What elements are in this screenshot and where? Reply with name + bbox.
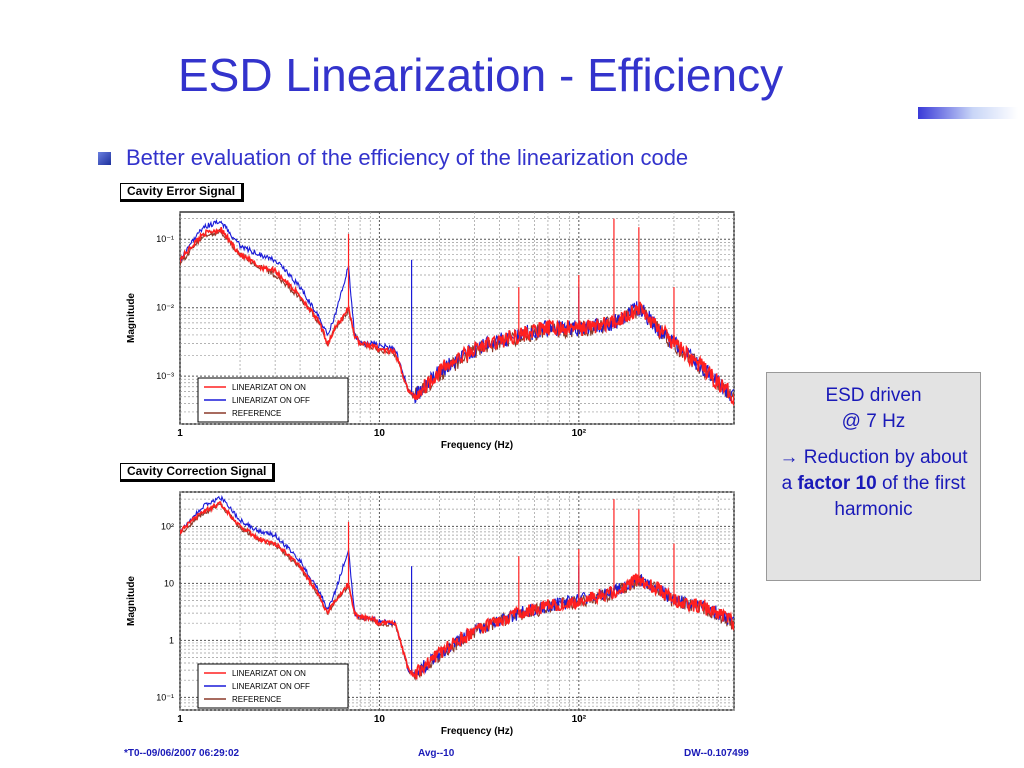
arrow-right-icon: → (779, 447, 799, 468)
chart-cavity-error-signal: 1 10 10² 10⁻¹ 10⁻² 10⁻³ Frequency (Hz) Magnitud… (126, 211, 735, 451)
y-tick-label: 10⁻¹ (156, 234, 174, 244)
y-axis-label: Magnitude (126, 576, 137, 626)
y-axis-label: Magnitude (126, 293, 137, 343)
y-tick-label: 1 (169, 635, 174, 645)
x-axis-label: Frequency (Hz) (441, 726, 513, 737)
note-line-2: @ 7 Hz (841, 411, 906, 432)
x-tick-label: 1 (177, 714, 183, 725)
x-tick-label: 10² (572, 428, 587, 439)
slide-title: ESD Linearization - Efficiency (178, 49, 784, 101)
title-underline (918, 107, 1018, 119)
footer-average: Avg--10 (418, 748, 455, 759)
bullet-icon (98, 152, 111, 165)
footer-dw: DW--0.107499 (684, 748, 749, 759)
note-reduction: → Reduction by about a factor 10 of the … (775, 445, 972, 523)
x-axis-label: Frequency (Hz) (441, 440, 513, 451)
note-reduction-post: of the first harmonic (834, 473, 966, 520)
footer-timestamp: *T0--09/06/2007 06:29:02 (124, 748, 240, 759)
x-tick-label: 10 (374, 428, 386, 439)
legend-label: REFERENCE (232, 409, 281, 418)
note-line-1: ESD driven (825, 385, 922, 406)
note-reduction-pre: Reduction by about a (781, 447, 968, 494)
legend-label: LINEARIZAT ON OFF (232, 682, 310, 691)
legend-label: REFERENCE (232, 695, 281, 704)
chart-1-title: Cavity Error Signal (120, 183, 245, 202)
y-tick-label: 10² (161, 521, 174, 531)
chart-2-title: Cavity Correction Signal (120, 463, 276, 482)
note-reduction-bold: factor 10 (797, 473, 877, 494)
series-line (180, 227, 734, 407)
note-box: ESD driven @ 7 Hz → Reduction by about a… (766, 372, 981, 581)
series-line (180, 501, 734, 680)
chart-cavity-correction-signal: 1 10 10² 10² 10 1 10⁻¹ Frequency (Hz) Magnitude L… (126, 491, 735, 737)
y-tick-label: 10⁻¹ (156, 692, 174, 702)
x-tick-label: 10 (374, 714, 386, 725)
x-tick-label: 1 (177, 428, 183, 439)
y-tick-label: 10⁻³ (156, 371, 174, 381)
legend-label: LINEARIZAT ON ON (232, 669, 306, 678)
y-tick-label: 10⁻² (156, 303, 174, 313)
bullet-text: Better evaluation of the efficiency of t… (126, 145, 689, 170)
x-tick-label: 10² (572, 714, 587, 725)
legend-label: LINEARIZAT ON OFF (232, 396, 310, 405)
legend-label: LINEARIZAT ON ON (232, 383, 306, 392)
y-tick-label: 10 (164, 578, 174, 588)
